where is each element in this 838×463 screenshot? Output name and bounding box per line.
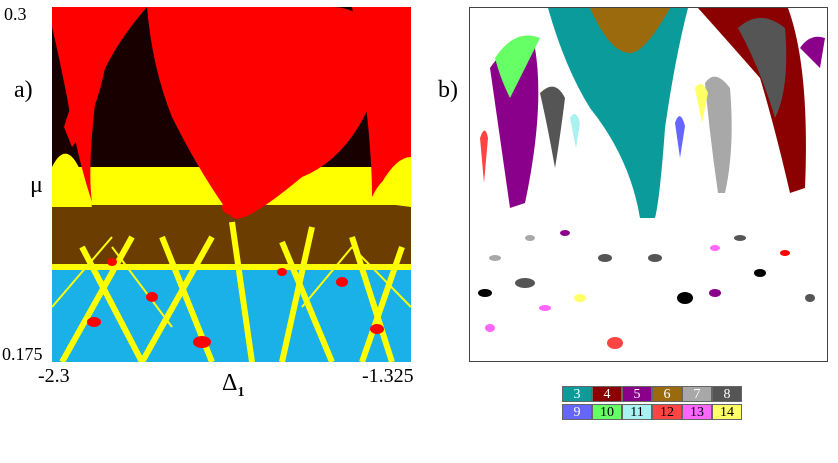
yellow-thin-lines xyxy=(52,236,411,328)
period-5-tongue xyxy=(490,45,539,208)
period-legend: 3 4 5 6 7 8 9 10 11 12 13 14 xyxy=(562,386,742,422)
map-a-canvas xyxy=(52,7,411,362)
period-map-b xyxy=(469,7,828,362)
legend-swatch-period-4: 4 xyxy=(592,386,622,402)
panel-b-label: b) xyxy=(438,77,458,103)
legend-swatch-period-7: 7 xyxy=(682,386,712,402)
x-axis-left-value: -2.3 xyxy=(38,365,70,387)
panel-a-label: a) xyxy=(14,77,33,103)
legend-swatch-period-12: 12 xyxy=(652,404,682,420)
legend-swatch-period-3: 3 xyxy=(562,386,592,402)
legend-swatch-period-11: 11 xyxy=(622,404,652,420)
legend-swatch-period-14: 14 xyxy=(712,404,742,420)
legend-swatch-period-13: 13 xyxy=(682,404,712,420)
yellow-lines xyxy=(52,221,411,362)
x-axis-label-subscript: 1 xyxy=(237,384,245,400)
legend-swatch-period-8: 8 xyxy=(712,386,742,402)
periodic-region-blue xyxy=(52,262,411,362)
yellow-cusp-left xyxy=(52,153,92,207)
yellow-cusp-right xyxy=(372,157,411,207)
legend-swatch-period-10: 10 xyxy=(592,404,622,420)
y-axis-label: μ xyxy=(30,172,43,198)
period-6-cap xyxy=(590,8,670,53)
red-tongue-left xyxy=(52,7,147,202)
red-tongue-left-2 xyxy=(64,57,107,147)
period-islands xyxy=(478,230,815,349)
y-axis-bottom-value: 0.175 xyxy=(2,344,43,364)
period-10-region xyxy=(495,35,540,98)
x-axis-right-value: -1.325 xyxy=(362,365,414,387)
legend-swatch-period-9: 9 xyxy=(562,404,592,420)
legend-swatch-period-5: 5 xyxy=(622,386,652,402)
period-8-region xyxy=(738,18,787,118)
period-7-tongue xyxy=(705,76,732,193)
period-8-tongue xyxy=(540,86,565,168)
red-tongue-right xyxy=(352,7,411,197)
legend-row: 9 10 11 12 13 14 xyxy=(562,404,742,422)
x-axis-label-main: Δ xyxy=(222,370,238,396)
red-tongue-large xyxy=(147,7,378,219)
bifurcation-map-a xyxy=(52,7,411,362)
small-tongues xyxy=(480,36,825,183)
x-axis-label: Δ1 xyxy=(222,371,244,400)
period-3-tongue xyxy=(548,8,688,218)
y-axis-top-value: 0.3 xyxy=(4,4,27,24)
map-b-canvas xyxy=(478,8,825,349)
legend-swatch-period-6: 6 xyxy=(652,386,682,402)
red-islands xyxy=(87,199,384,348)
